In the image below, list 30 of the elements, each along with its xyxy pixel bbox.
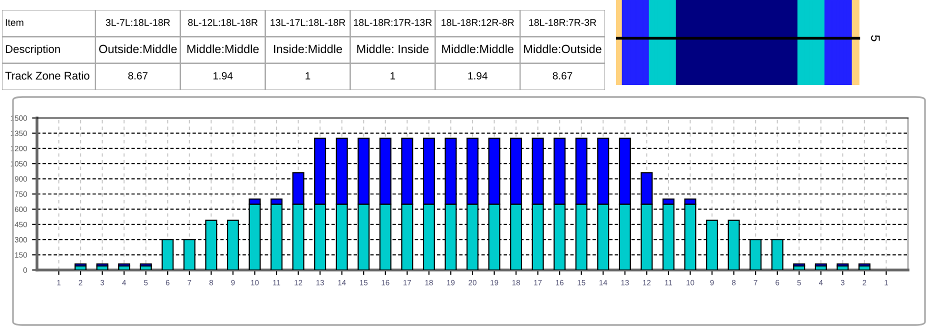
- text: Inside:Middle: [274, 44, 342, 54]
- bar: [74, 263, 87, 266]
- text: Middle:Outside: [524, 44, 602, 54]
- text: Middle:Middle: [442, 44, 514, 54]
- text: Track Zone Ratio: [5, 71, 90, 80]
- bar: [140, 263, 152, 266]
- text: 3L-7L:18L-18R: [106, 19, 170, 26]
- text: 8.67: [552, 72, 572, 80]
- text: 1.94: [468, 72, 488, 80]
- text: Description: [6, 44, 60, 56]
- text: Outside:Middle: [99, 44, 177, 54]
- bar: [814, 263, 827, 266]
- text: 5: [871, 35, 880, 42]
- bar: [858, 263, 870, 266]
- text: 1.94: [214, 72, 233, 80]
- text: 8.67: [128, 72, 148, 80]
- text: 18L-18R:17R-13R: [354, 19, 432, 26]
- text: 18L-18R:12R-8R: [442, 19, 514, 26]
- text: 18L-18R:7R-3R: [529, 19, 596, 26]
- text: Middle:Middle: [187, 44, 259, 54]
- text: 8L-12L:18L-18R: [188, 19, 258, 26]
- text: 1: [306, 72, 310, 80]
- text: 13L-17L:18L-18R: [270, 19, 346, 26]
- text: Item: [6, 19, 24, 26]
- bar: [793, 263, 806, 266]
- text: Middle: Inside: [357, 44, 429, 54]
- bar: [118, 263, 130, 266]
- text: 1: [390, 72, 396, 80]
- bar: [836, 263, 849, 266]
- bar: [96, 263, 108, 266]
